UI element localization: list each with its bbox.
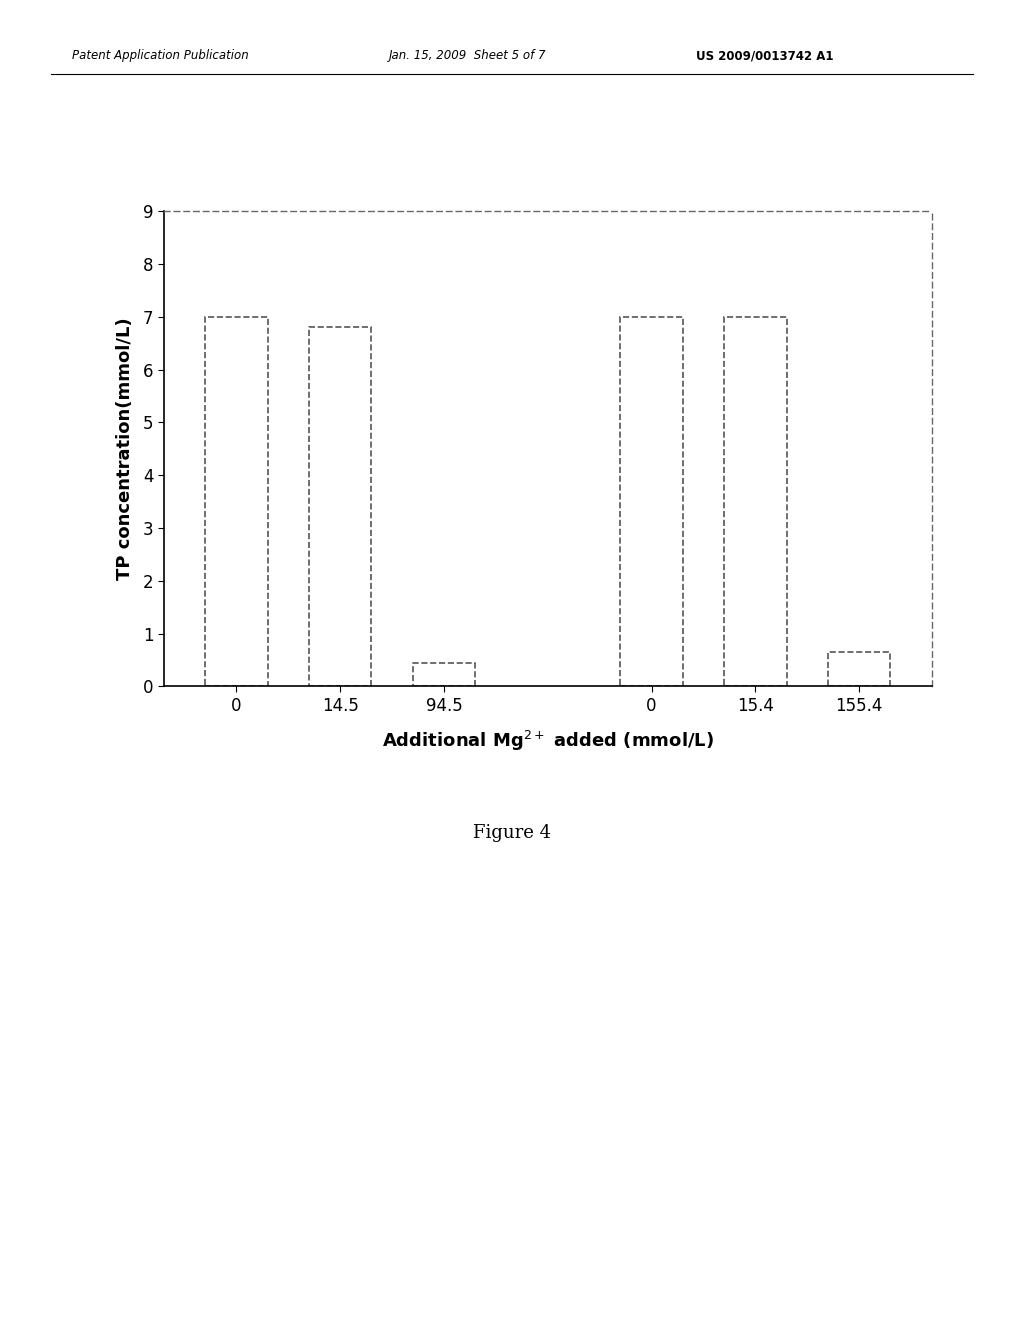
Text: Figure 4: Figure 4 [473, 824, 551, 842]
Text: US 2009/0013742 A1: US 2009/0013742 A1 [696, 49, 834, 62]
X-axis label: Additional Mg$^{2+}$ added (mmol/L): Additional Mg$^{2+}$ added (mmol/L) [382, 729, 714, 752]
Bar [309, 327, 372, 686]
Y-axis label: TP concentration(mmol/L): TP concentration(mmol/L) [117, 318, 134, 579]
Bar [206, 317, 267, 686]
Bar [828, 652, 890, 686]
Bar [724, 317, 786, 686]
Bar [413, 663, 475, 686]
Text: Jan. 15, 2009  Sheet 5 of 7: Jan. 15, 2009 Sheet 5 of 7 [389, 49, 547, 62]
Text: Patent Application Publication: Patent Application Publication [72, 49, 249, 62]
Bar [621, 317, 683, 686]
